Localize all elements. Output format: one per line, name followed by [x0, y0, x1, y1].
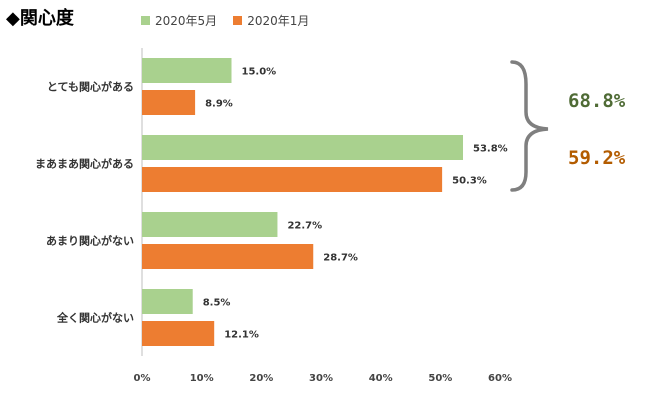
- bar: [142, 321, 215, 346]
- category-label: あまり関心がない: [46, 234, 134, 248]
- x-tick-label: 10%: [190, 373, 214, 384]
- legend-label-may: 2020年5月: [155, 14, 218, 28]
- category-label: まあまあ関心がある: [35, 157, 134, 171]
- x-tick-label: 30%: [309, 373, 333, 384]
- bar: [142, 212, 278, 237]
- data-label: 53.8%: [473, 144, 508, 155]
- data-label: 12.1%: [224, 330, 259, 341]
- x-tick-label: 0%: [134, 373, 151, 384]
- legend-item-jan: 2020年1月: [233, 12, 309, 29]
- legend: 2020年5月 2020年1月: [141, 12, 309, 29]
- bar: [142, 135, 464, 160]
- legend-item-may: 2020年5月: [141, 12, 217, 29]
- x-tick-label: 50%: [428, 373, 452, 384]
- data-label: 22.7%: [287, 221, 322, 232]
- x-tick-label: 20%: [249, 373, 273, 384]
- chart-title: ◆関心度: [6, 8, 74, 29]
- data-label: 8.5%: [203, 298, 231, 309]
- legend-swatch-may: [141, 16, 150, 25]
- data-label: 15.0%: [242, 67, 277, 78]
- annotation-total: 59.2%: [568, 147, 626, 169]
- x-tick-label: 60%: [488, 373, 512, 384]
- legend-label-jan: 2020年1月: [247, 14, 310, 28]
- data-label: 28.7%: [323, 253, 358, 264]
- bar: [142, 58, 232, 83]
- bar: [142, 244, 314, 269]
- legend-swatch-jan: [233, 16, 243, 25]
- bar: [142, 167, 443, 192]
- bar: [142, 90, 196, 115]
- category-label: とても関心がある: [47, 80, 134, 94]
- data-label: 8.9%: [205, 99, 233, 110]
- bar: [142, 289, 193, 314]
- bracket: [510, 60, 549, 192]
- category-label: 全く関心がない: [56, 311, 134, 325]
- x-tick-label: 40%: [369, 373, 393, 384]
- data-label: 50.3%: [452, 176, 487, 187]
- annotation-total: 68.8%: [568, 90, 626, 112]
